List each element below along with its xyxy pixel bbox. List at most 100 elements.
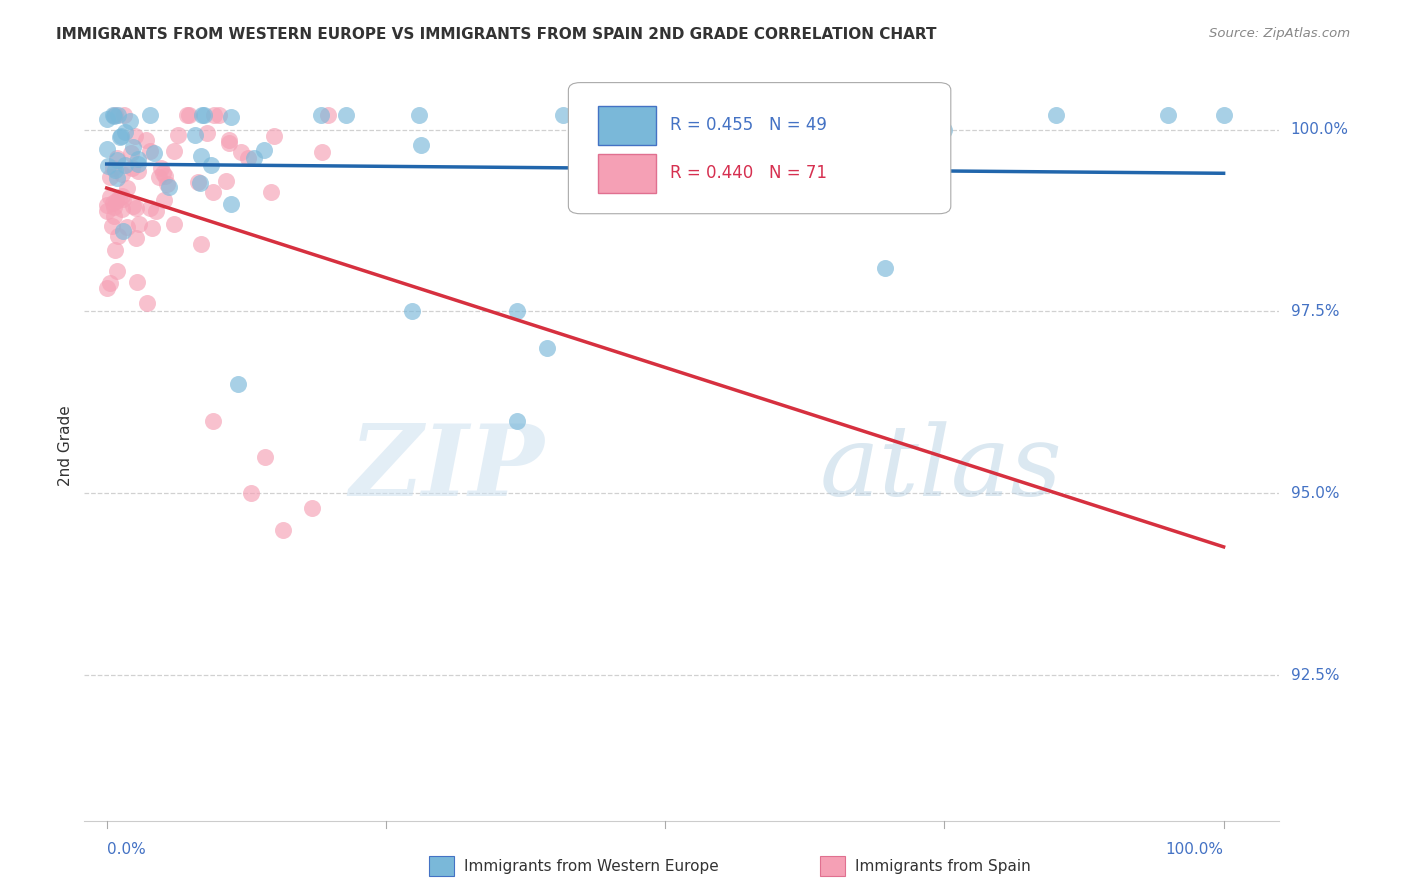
Point <box>114 158 136 172</box>
Point <box>184 128 207 143</box>
Point <box>195 126 218 140</box>
Point <box>115 219 138 234</box>
Text: Immigrants from Western Europe: Immigrants from Western Europe <box>464 859 718 873</box>
Bar <box>599 153 655 193</box>
Point <box>506 304 529 318</box>
Point <box>96 159 118 173</box>
Point <box>215 173 238 187</box>
Point <box>118 113 141 128</box>
Point <box>253 143 276 157</box>
Point <box>193 108 215 122</box>
Point <box>157 180 180 194</box>
Point <box>219 110 242 124</box>
Text: 100.0%: 100.0% <box>1291 122 1348 137</box>
Point <box>127 153 149 167</box>
Point <box>135 133 157 147</box>
Point <box>104 194 127 209</box>
Point <box>124 201 146 215</box>
Point <box>316 108 339 122</box>
Point <box>128 217 150 231</box>
Text: 100.0%: 100.0% <box>1166 842 1223 857</box>
Point <box>506 413 529 427</box>
Point <box>98 276 121 290</box>
Point <box>111 224 134 238</box>
Point <box>200 158 222 172</box>
Text: IMMIGRANTS FROM WESTERN EUROPE VS IMMIGRANTS FROM SPAIN 2ND GRADE CORRELATION CH: IMMIGRANTS FROM WESTERN EUROPE VS IMMIGR… <box>56 27 936 42</box>
Point <box>139 108 162 122</box>
Point <box>218 133 240 147</box>
Point <box>176 108 198 122</box>
Point <box>163 144 186 158</box>
Point <box>107 153 129 167</box>
Point <box>107 229 129 244</box>
Point <box>167 128 190 142</box>
Point <box>103 109 125 123</box>
Point <box>401 304 423 318</box>
Point <box>112 192 135 206</box>
Point <box>103 200 125 214</box>
Point <box>127 157 149 171</box>
Point <box>190 149 212 163</box>
Point <box>803 139 825 153</box>
Point <box>141 221 163 235</box>
Point <box>188 176 211 190</box>
Point <box>201 413 224 427</box>
Text: Source: ZipAtlas.com: Source: ZipAtlas.com <box>1209 27 1350 40</box>
Text: 0.0%: 0.0% <box>107 842 145 857</box>
Point <box>311 108 333 122</box>
Point <box>125 230 148 244</box>
Point <box>96 142 118 156</box>
Text: 97.5%: 97.5% <box>1291 304 1339 319</box>
Text: ZIP: ZIP <box>350 420 544 516</box>
Point <box>104 163 127 178</box>
Point <box>145 203 167 218</box>
Point <box>536 341 558 355</box>
Point <box>111 189 134 203</box>
Point <box>1157 108 1180 122</box>
Point <box>253 450 276 464</box>
Point <box>120 146 142 161</box>
Point <box>110 129 132 144</box>
Point <box>875 260 897 275</box>
Point <box>242 151 264 165</box>
Point <box>111 202 134 216</box>
Point <box>112 108 135 122</box>
Point <box>127 164 149 178</box>
Point <box>127 275 149 289</box>
Point <box>934 122 956 136</box>
Point <box>103 209 125 223</box>
Point <box>101 219 124 233</box>
Text: R = 0.455   N = 49: R = 0.455 N = 49 <box>671 116 827 135</box>
Point <box>207 108 229 122</box>
Point <box>408 108 430 122</box>
Point <box>240 486 263 500</box>
Point <box>335 108 357 122</box>
Point <box>105 170 128 185</box>
Point <box>149 161 172 175</box>
Point <box>104 108 127 122</box>
Point <box>409 137 432 152</box>
Point <box>136 296 159 310</box>
Point <box>153 193 176 207</box>
Point <box>202 185 225 199</box>
Point <box>96 203 118 218</box>
Point <box>163 217 186 231</box>
Text: 95.0%: 95.0% <box>1291 486 1339 500</box>
Point <box>105 264 128 278</box>
Text: R = 0.440   N = 71: R = 0.440 N = 71 <box>671 164 827 182</box>
Text: Immigrants from Spain: Immigrants from Spain <box>855 859 1031 873</box>
Point <box>138 201 160 215</box>
Point <box>148 170 170 185</box>
Point <box>121 140 143 154</box>
Point <box>177 108 200 122</box>
Point <box>107 108 129 122</box>
Point <box>139 145 162 159</box>
Point <box>104 244 127 258</box>
FancyBboxPatch shape <box>568 83 950 214</box>
Point <box>96 112 118 126</box>
Point <box>115 181 138 195</box>
Point <box>156 177 179 191</box>
Point <box>263 128 285 143</box>
Point <box>219 197 242 211</box>
Point <box>229 145 252 159</box>
